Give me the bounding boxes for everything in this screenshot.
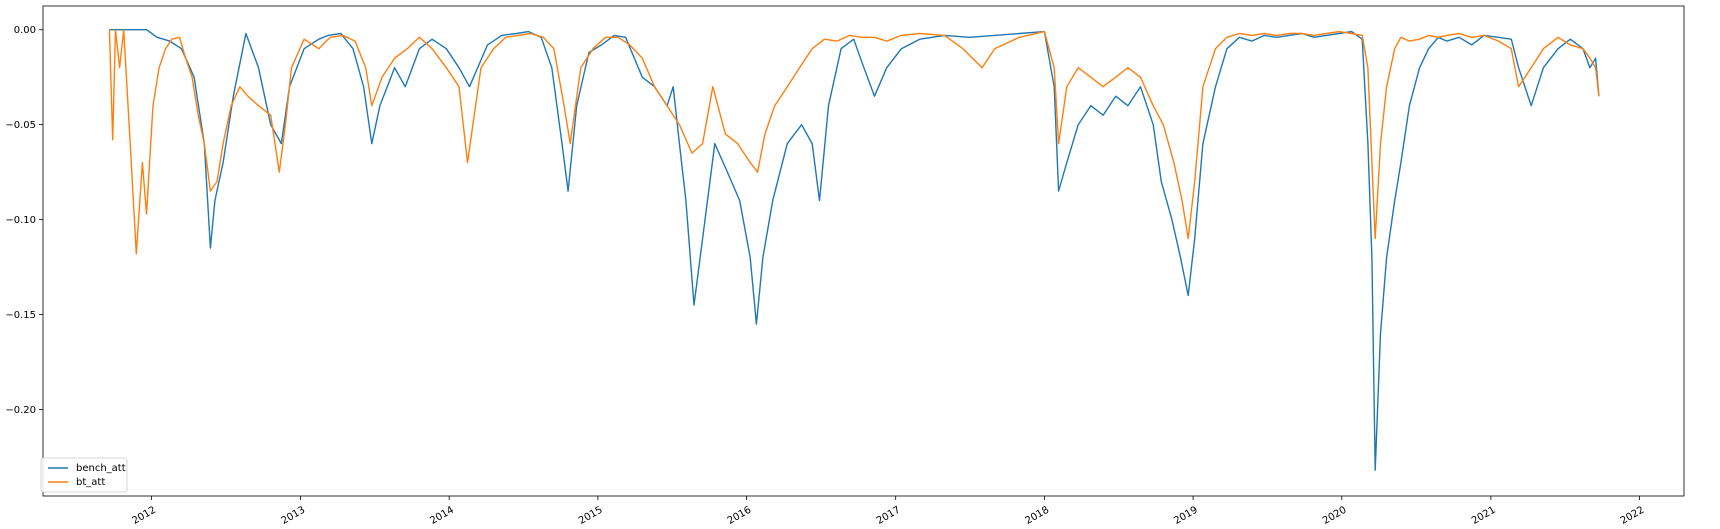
series-line-bt-att xyxy=(108,29,1600,255)
plot-frame xyxy=(42,5,1685,497)
y-tick-label: −0.05 xyxy=(5,120,36,131)
legend-label-bt-att: bt_att xyxy=(76,477,105,488)
y-tick-label: −0.20 xyxy=(5,405,36,416)
y-tick-label: −0.15 xyxy=(5,310,36,321)
legend-label-bench-att: bench_att xyxy=(76,463,126,474)
series-line-bench-att xyxy=(109,29,1600,471)
y-tick-label: −0.10 xyxy=(5,215,36,226)
y-tick-label: 0.00 xyxy=(14,25,36,36)
series-layer xyxy=(108,29,1600,471)
plot-area xyxy=(43,6,1684,496)
y-axis: 0.00 −0.05 −0.10 −0.15 −0.20 xyxy=(5,25,43,416)
legend: bench_att bt_att xyxy=(40,457,128,493)
legend-box xyxy=(40,457,128,493)
